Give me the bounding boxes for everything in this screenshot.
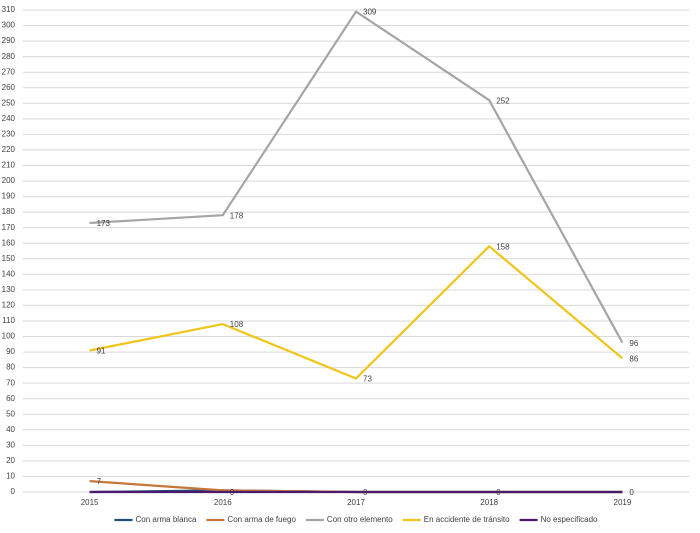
legend-label: Con otro elemento	[327, 515, 393, 524]
legend-label: Con arma de fuego	[227, 515, 296, 524]
y-tick-label: 70	[6, 378, 15, 387]
y-tick-label: 180	[2, 207, 16, 216]
y-tick-label: 200	[2, 176, 16, 185]
y-tick-label: 10	[6, 472, 15, 481]
y-tick-label: 90	[6, 347, 15, 356]
x-tick-label: 2017	[347, 498, 365, 507]
series-line	[89, 10, 624, 344]
legend-label: En accidente de tránsito	[424, 515, 510, 524]
x-tick-label: 2016	[214, 498, 232, 507]
y-tick-label: 0	[11, 487, 16, 496]
y-tick-label: 130	[2, 285, 16, 294]
data-label: 158	[496, 242, 510, 251]
y-tick-label: 30	[6, 440, 15, 449]
legend-item: Con otro elemento	[305, 515, 393, 524]
y-tick-label: 150	[2, 254, 16, 263]
y-tick-label: 40	[6, 425, 15, 434]
y-tick-label: 140	[2, 269, 16, 278]
data-label: 108	[230, 320, 244, 329]
legend-item: Con arma de fuego	[206, 515, 296, 524]
series-line	[89, 245, 624, 380]
data-label: 178	[230, 211, 244, 220]
data-label: 252	[496, 96, 510, 105]
data-label: 91	[97, 347, 106, 356]
y-tick-label: 210	[2, 161, 16, 170]
data-label: 173	[97, 219, 111, 228]
y-tick-label: 240	[2, 114, 16, 123]
y-tick-label: 220	[2, 145, 16, 154]
y-tick-label: 160	[2, 238, 16, 247]
y-tick-label: 50	[6, 409, 15, 418]
data-label: 96	[629, 339, 638, 348]
data-label: 0	[496, 488, 501, 497]
y-tick-label: 300	[2, 21, 16, 30]
legend-label: No especificado	[541, 515, 598, 524]
y-tick-label: 170	[2, 223, 16, 232]
x-tick-label: 2018	[480, 498, 498, 507]
y-tick-label: 280	[2, 52, 16, 61]
data-label: 0	[230, 488, 235, 497]
y-tick-label: 260	[2, 83, 16, 92]
y-tick-label: 290	[2, 36, 16, 45]
x-tick-label: 2015	[81, 498, 99, 507]
y-tick-label: 100	[2, 332, 16, 341]
legend-item: En accidente de tránsito	[402, 515, 510, 524]
data-label: 0	[363, 488, 368, 497]
y-tick-label: 20	[6, 456, 15, 465]
y-tick-label: 80	[6, 363, 15, 372]
y-tick-label: 110	[2, 316, 15, 325]
y-tick-label: 120	[2, 301, 16, 310]
legend-label: Con arma blanca	[135, 515, 196, 524]
y-tick-label: 310	[2, 5, 16, 14]
data-label: 0	[629, 488, 634, 497]
y-tick-label: 230	[2, 129, 16, 138]
y-tick-label: 270	[2, 67, 16, 76]
y-tick-label: 190	[2, 192, 16, 201]
x-tick-label: 2019	[614, 498, 632, 507]
legend-item: No especificado	[519, 515, 598, 524]
data-label: 86	[629, 354, 638, 363]
y-tick-label: 250	[2, 98, 16, 107]
data-label: 7	[97, 477, 102, 486]
y-tick-label: 60	[6, 394, 15, 403]
data-label: 309	[363, 8, 377, 17]
legend-item: Con arma blanca	[114, 515, 197, 524]
data-label: 73	[363, 375, 372, 384]
